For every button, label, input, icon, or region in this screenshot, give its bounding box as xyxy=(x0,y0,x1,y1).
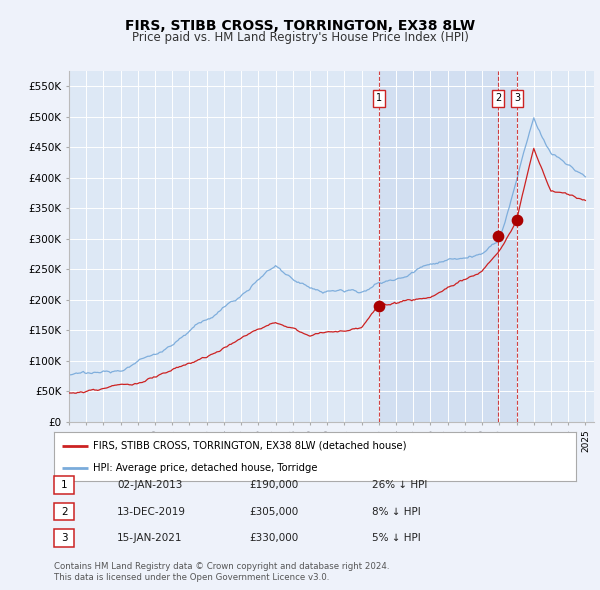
Text: 1: 1 xyxy=(376,93,382,103)
Text: This data is licensed under the Open Government Licence v3.0.: This data is licensed under the Open Gov… xyxy=(54,573,329,582)
FancyBboxPatch shape xyxy=(373,90,385,107)
FancyBboxPatch shape xyxy=(492,90,504,107)
Text: FIRS, STIBB CROSS, TORRINGTON, EX38 8LW (detached house): FIRS, STIBB CROSS, TORRINGTON, EX38 8LW … xyxy=(93,441,407,451)
Bar xyxy=(498,71,517,422)
Text: Contains HM Land Registry data © Crown copyright and database right 2024.: Contains HM Land Registry data © Crown c… xyxy=(54,562,389,571)
Text: 2: 2 xyxy=(495,93,501,103)
Text: £190,000: £190,000 xyxy=(249,480,298,490)
Text: 3: 3 xyxy=(514,93,520,103)
Text: 3: 3 xyxy=(61,533,68,543)
Text: £330,000: £330,000 xyxy=(249,533,298,543)
Text: 02-JAN-2013: 02-JAN-2013 xyxy=(117,480,182,490)
Point xyxy=(374,301,384,310)
Text: HPI: Average price, detached house, Torridge: HPI: Average price, detached house, Torr… xyxy=(93,463,317,473)
Text: 1: 1 xyxy=(61,480,68,490)
Text: 15-JAN-2021: 15-JAN-2021 xyxy=(117,533,182,543)
Text: 13-DEC-2019: 13-DEC-2019 xyxy=(117,507,186,516)
Text: 2: 2 xyxy=(61,507,68,516)
Text: 26% ↓ HPI: 26% ↓ HPI xyxy=(372,480,427,490)
Bar xyxy=(379,71,498,422)
Text: Price paid vs. HM Land Registry's House Price Index (HPI): Price paid vs. HM Land Registry's House … xyxy=(131,31,469,44)
Text: 5% ↓ HPI: 5% ↓ HPI xyxy=(372,533,421,543)
Point xyxy=(512,216,522,225)
Text: £305,000: £305,000 xyxy=(249,507,298,516)
Point xyxy=(493,231,503,240)
Text: 8% ↓ HPI: 8% ↓ HPI xyxy=(372,507,421,516)
Text: FIRS, STIBB CROSS, TORRINGTON, EX38 8LW: FIRS, STIBB CROSS, TORRINGTON, EX38 8LW xyxy=(125,19,475,33)
FancyBboxPatch shape xyxy=(511,90,523,107)
